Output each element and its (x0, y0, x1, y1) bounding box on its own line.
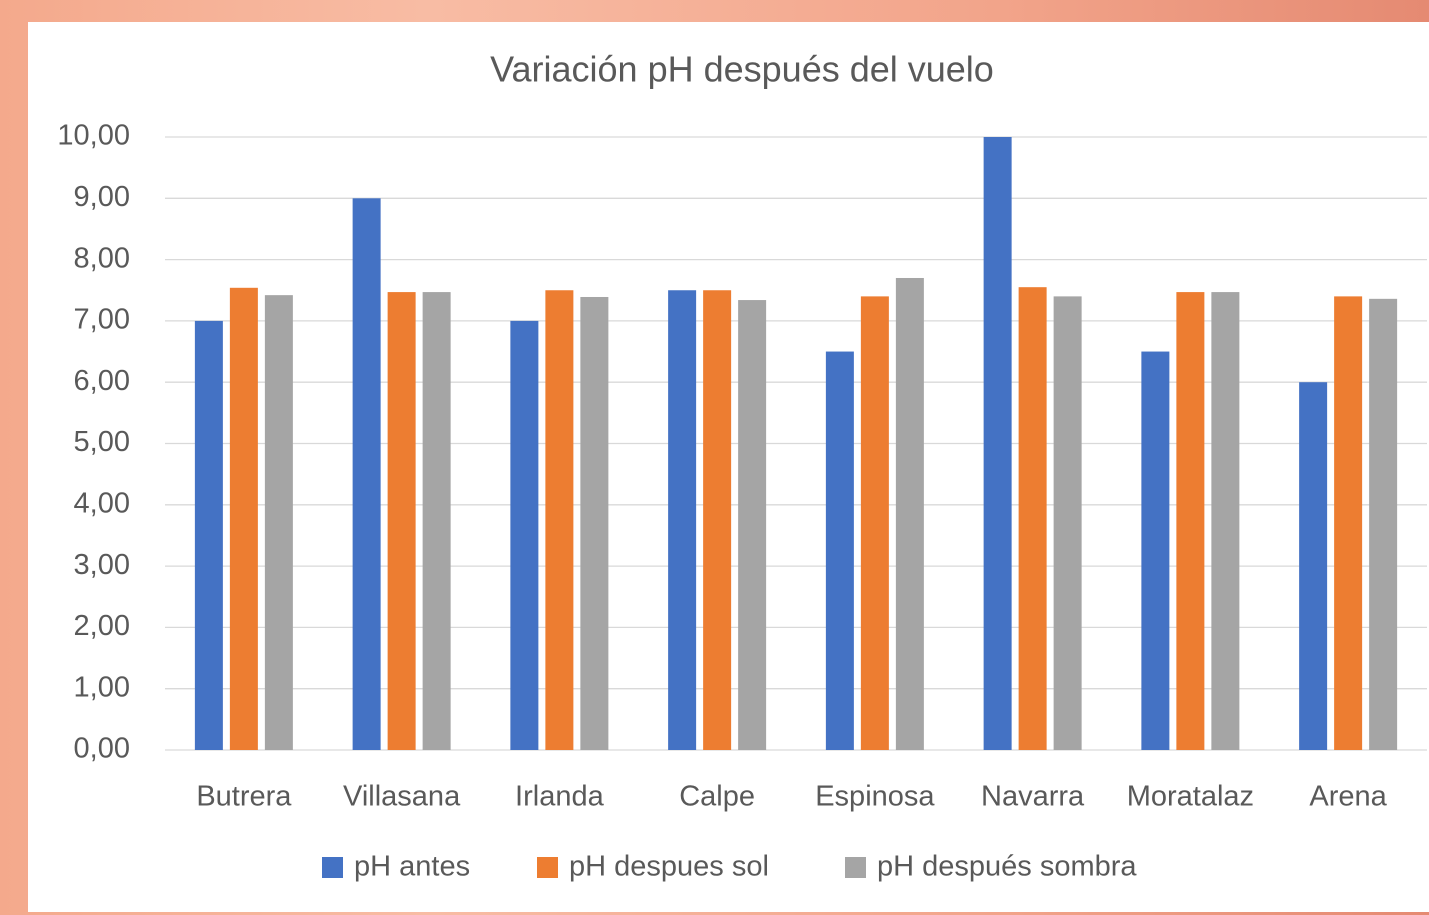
bar (895, 277, 924, 750)
bar (352, 198, 381, 751)
bar (738, 300, 767, 750)
y-tick-label: 9,00 (74, 181, 130, 213)
bar (983, 137, 1012, 750)
bar (1018, 287, 1047, 750)
bar (194, 320, 223, 750)
y-tick-label: 10,00 (57, 120, 130, 152)
y-tick-label: 6,00 (74, 365, 130, 397)
bar (264, 295, 293, 750)
y-tick-label: 5,00 (74, 426, 130, 458)
legend-swatch (537, 857, 558, 878)
bar (545, 290, 574, 750)
x-tick-label: Irlanda (515, 781, 605, 813)
y-tick-label: 0,00 (74, 733, 130, 765)
legend-label: pH antes (354, 851, 470, 883)
chart-title: Variación pH después del vuelo (490, 49, 994, 90)
x-tick-label: Moratalaz (1127, 781, 1254, 813)
bar (1211, 292, 1240, 750)
y-tick-label: 1,00 (74, 671, 130, 703)
bar (668, 290, 697, 750)
x-tick-label: Navarra (981, 781, 1085, 813)
bar (1299, 382, 1328, 750)
y-tick-label: 4,00 (74, 487, 130, 519)
bar (825, 351, 854, 750)
x-tick-label: Espinosa (815, 781, 935, 813)
legend-swatch (845, 857, 866, 878)
x-tick-label: Arena (1309, 781, 1387, 813)
bar (510, 320, 539, 750)
bar (860, 296, 889, 750)
bar (1141, 351, 1170, 750)
bar (422, 292, 451, 750)
x-tick-label: Villasana (343, 781, 461, 813)
legend-label: pH despues sol (569, 851, 769, 883)
x-tick-label: Butrera (196, 781, 292, 813)
bar (1369, 298, 1398, 750)
y-tick-label: 8,00 (74, 242, 130, 274)
bar (1176, 292, 1205, 750)
bar (229, 287, 258, 750)
legend-label: pH después sombra (877, 851, 1137, 883)
bar (1334, 296, 1363, 750)
bar (1053, 296, 1082, 750)
y-tick-label: 7,00 (74, 304, 130, 336)
bar (580, 296, 609, 750)
y-tick-label: 3,00 (74, 549, 130, 581)
bar (703, 290, 732, 750)
x-tick-label: Calpe (679, 781, 755, 813)
legend-swatch (322, 857, 343, 878)
bar (387, 292, 416, 750)
y-tick-label: 2,00 (74, 610, 130, 642)
